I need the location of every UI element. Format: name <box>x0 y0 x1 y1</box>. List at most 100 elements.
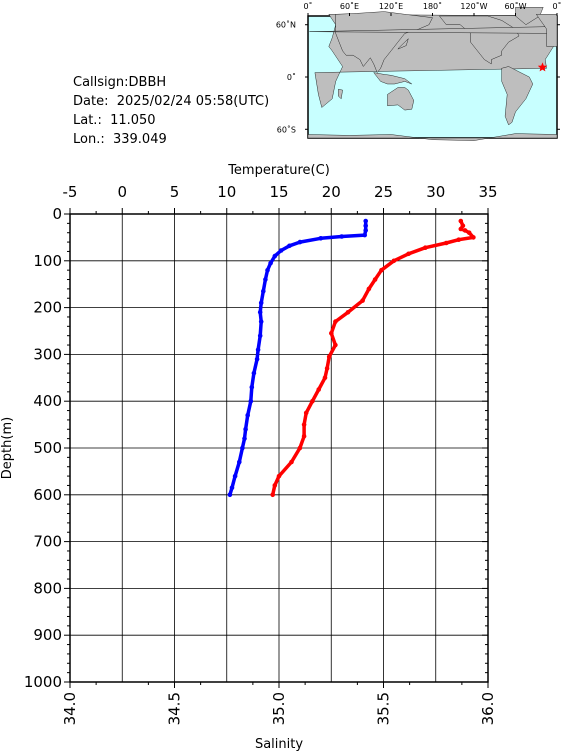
salinity-point <box>360 298 365 303</box>
depth-tick-label: 200 <box>33 299 62 317</box>
salinity-point <box>345 310 351 315</box>
temperature-tick-label: 5 <box>170 183 180 201</box>
depth-tick-label: 300 <box>33 345 62 363</box>
salinity-point <box>462 228 468 233</box>
temperature-point <box>362 232 368 238</box>
temperature-tick-label: 35 <box>478 183 497 201</box>
map-lon-label: 60˚E <box>340 1 359 11</box>
latitude-text: Lat.: 11.050 <box>73 113 156 128</box>
salinity-point <box>303 410 309 416</box>
temperature-point <box>363 218 369 224</box>
date-text: Date: 2025/02/24 05:58(UTC) <box>73 94 270 109</box>
temperature-tick-label: 30 <box>426 183 445 201</box>
temperature-point <box>240 445 245 451</box>
landmass-8 <box>397 38 409 50</box>
salinity-point <box>324 366 330 371</box>
temperature-point <box>232 473 238 479</box>
salinity-line <box>270 219 476 497</box>
temperature-point <box>258 300 264 306</box>
depth-tick-label: 800 <box>33 579 62 597</box>
salinity-point <box>289 459 294 465</box>
temperature-point <box>261 288 266 294</box>
salinity-axis-title: Salinity <box>255 737 303 751</box>
map-lon-label: 0˚ <box>552 1 561 11</box>
salinity-point <box>297 445 303 451</box>
salinity-point <box>471 235 476 240</box>
map-lat-label: 60˚S <box>277 124 296 134</box>
temperature-axis-title: Temperature(C) <box>227 163 330 178</box>
salinity-point <box>456 237 462 242</box>
temperature-tick-label: 20 <box>322 183 341 201</box>
salinity-point <box>466 230 472 235</box>
salinity-point <box>458 226 464 232</box>
temperature-point <box>245 412 250 418</box>
temperature-point <box>297 239 303 245</box>
depth-tick-label: 0 <box>52 205 62 223</box>
map-lon-label: 0˚ <box>303 1 312 11</box>
map-ticks <box>305 13 560 130</box>
callsign-text: Callsign:DBBH <box>73 75 167 90</box>
temperature-point <box>265 267 270 273</box>
temperature-point <box>237 459 242 465</box>
salinity-point <box>322 375 328 381</box>
salinity-tick-label: 34.5 <box>166 692 184 725</box>
landmass-wrap <box>535 14 558 47</box>
temperature-point <box>258 319 264 324</box>
chart-ticks <box>64 208 489 688</box>
temperature-point <box>268 260 273 266</box>
world-map: 0˚ 60˚E 120˚E 180˚ 120˚W 60˚W 0˚ 60˚N 0˚ 60˚S <box>276 1 562 141</box>
salinity-point <box>270 492 276 498</box>
salinity-point <box>443 240 449 246</box>
landmass-5 <box>387 87 415 111</box>
depth-tick-label: 600 <box>33 486 62 504</box>
map-lat-label: 60˚N <box>276 20 296 30</box>
landmass-9 <box>338 88 343 100</box>
temperature-point <box>363 228 369 233</box>
temperature-point <box>318 236 324 241</box>
depth-tick-label: 400 <box>33 392 62 410</box>
salinity-point <box>276 473 282 479</box>
temperature-point <box>278 248 284 253</box>
landmass-6 <box>307 133 558 141</box>
temperature-point <box>251 370 257 376</box>
temperature-tick-label: 10 <box>217 183 236 201</box>
temperature-point <box>242 436 247 441</box>
salinity-tick-label: 35.0 <box>270 692 288 725</box>
temperature-tick-label: 15 <box>269 183 288 201</box>
depth-tick-label: 500 <box>33 439 62 457</box>
salinity-point <box>458 218 464 224</box>
temperature-point <box>272 253 278 259</box>
map-labels: 0˚ 60˚E 120˚E 180˚ 120˚W 60˚W 0˚ 60˚N 0˚ 60˚S <box>276 1 562 134</box>
temperature-point <box>249 384 255 390</box>
temperature-point <box>227 492 233 498</box>
salinity-point <box>333 319 338 324</box>
map-lon-label: 180˚ <box>423 1 442 11</box>
salinity-tick-label: 35.5 <box>375 692 393 725</box>
depth-tick-label: 1000 <box>24 673 62 691</box>
landmass-4 <box>501 66 534 126</box>
salinity-point <box>326 354 332 360</box>
depth-tick-label: 700 <box>33 533 62 551</box>
salinity-point <box>406 251 411 257</box>
salinity-point <box>329 331 334 336</box>
salinity-point <box>272 483 278 488</box>
map-land <box>307 7 558 141</box>
salinity-point <box>379 267 384 273</box>
temperature-tick-label: 25 <box>374 183 393 201</box>
temperature-point <box>255 347 261 353</box>
station-marker <box>537 62 548 72</box>
temperature-point <box>229 485 235 491</box>
salinity-point <box>316 387 322 392</box>
salinity-point <box>391 258 397 264</box>
temperature-point <box>287 243 292 249</box>
temperature-point <box>254 356 260 362</box>
temperature-point <box>248 398 254 404</box>
temperature-point <box>363 223 369 228</box>
depth-tick-label: 100 <box>33 252 62 270</box>
salinity-tick-label: 36.0 <box>479 692 497 725</box>
temperature-tick-label: -5 <box>63 183 78 201</box>
salinity-point <box>333 342 338 348</box>
chart-series <box>227 218 476 498</box>
